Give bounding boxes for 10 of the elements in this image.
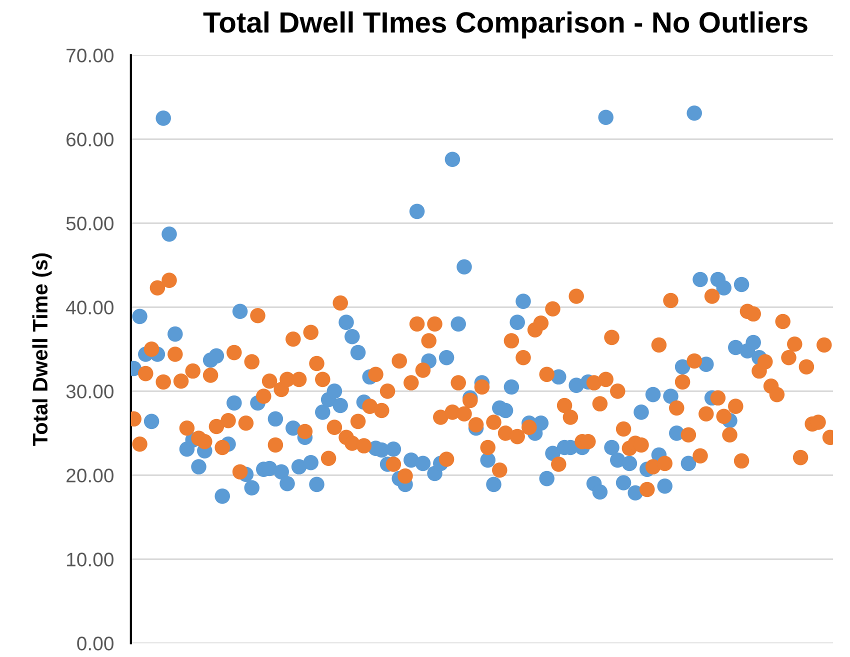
y-tick-label: 40.00	[66, 300, 114, 314]
chart-title: Total Dwell TImes Comparison - No Outliers	[203, 11, 808, 39]
y-tick-label: 30.00	[66, 384, 114, 398]
y-axis-title: Total Dwell Time (s)	[32, 253, 52, 446]
y-tick-label: 60.00	[66, 132, 114, 146]
y-tick-label: 0.00	[77, 636, 114, 650]
y-tick-label: 50.00	[66, 216, 114, 230]
y-tick-label: 70.00	[66, 48, 114, 62]
y-tick-label: 20.00	[66, 468, 114, 482]
y-tick-label: 10.00	[67, 552, 114, 566]
